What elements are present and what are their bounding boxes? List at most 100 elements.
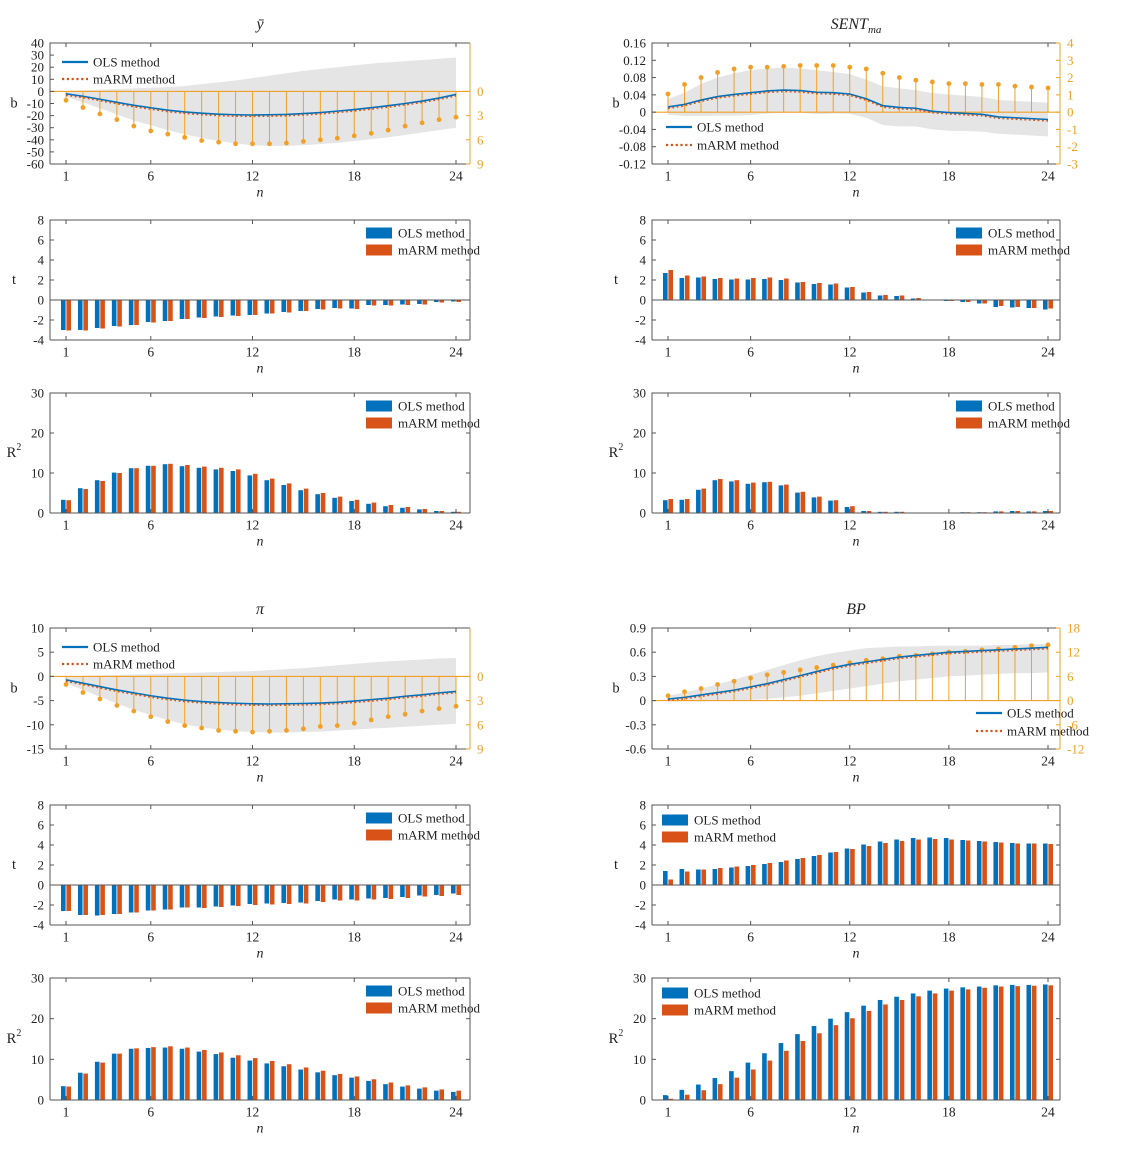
svg-text:OLS method: OLS method	[1007, 706, 1074, 721]
svg-text:mARM method: mARM method	[398, 828, 480, 843]
svg-text:OLS method: OLS method	[398, 984, 465, 999]
svg-text:6: 6	[640, 233, 647, 248]
svg-text:-2: -2	[635, 313, 646, 328]
panel-title-pi: π	[255, 601, 264, 618]
ols-bars	[663, 984, 1048, 1100]
svg-text:n: n	[853, 771, 860, 786]
marm-line	[65, 94, 457, 118]
panel-title-ybar: ȳ	[256, 16, 264, 33]
svg-text:4: 4	[1067, 36, 1074, 51]
svg-text:n: n	[853, 1122, 860, 1137]
chart-pi-b: 1 6 12 18 24 n 10 5 0 -5 -10 -15 0 3 6 9 b OLS method mARM…	[10, 621, 484, 786]
stem-series	[63, 676, 459, 735]
svg-text:1: 1	[63, 930, 70, 945]
ols-line	[65, 679, 457, 705]
svg-text:6: 6	[747, 754, 754, 769]
svg-text:10: 10	[31, 621, 44, 636]
svg-text:0: 0	[477, 669, 484, 684]
chart-sent_ma-r2: 1 6 12 18 24 n 30 20 10 0 R2 OLS method mARM method	[609, 386, 1071, 550]
svg-text:18: 18	[348, 754, 362, 769]
svg-text:t: t	[12, 857, 16, 873]
svg-text:30: 30	[633, 386, 646, 401]
ols-bars	[61, 1047, 456, 1100]
svg-text:1: 1	[1067, 87, 1074, 102]
svg-text:12: 12	[246, 518, 260, 533]
svg-text:R2: R2	[609, 1028, 624, 1048]
svg-text:1: 1	[665, 345, 672, 360]
svg-text:1: 1	[63, 754, 70, 769]
svg-text:0.04: 0.04	[623, 87, 646, 102]
svg-text:mARM method: mARM method	[988, 243, 1070, 258]
svg-text:6: 6	[640, 818, 647, 833]
svg-text:6: 6	[147, 1105, 154, 1120]
svg-text:18: 18	[942, 345, 956, 360]
svg-text:2: 2	[640, 273, 647, 288]
svg-text:n: n	[853, 947, 860, 962]
svg-text:12: 12	[1067, 645, 1080, 660]
svg-text:24: 24	[449, 169, 463, 184]
marm-bars	[668, 985, 1053, 1100]
ols-bars	[663, 480, 1048, 513]
marm-bars	[66, 300, 461, 331]
svg-text:t: t	[614, 857, 618, 873]
svg-text:12: 12	[843, 345, 857, 360]
svg-text:6: 6	[147, 518, 154, 533]
svg-text:-4: -4	[635, 918, 646, 933]
chart-bp-b: 1 6 12 18 24 n 0.9 0.6 0.3 0 -0.3 -0.6 18 12 6 0 -6 -12 b O…	[612, 621, 1089, 786]
panel-title-sent: SENTma	[830, 16, 882, 36]
svg-text:12: 12	[843, 754, 857, 769]
svg-text:R2: R2	[7, 1028, 22, 1048]
svg-text:24: 24	[449, 518, 463, 533]
svg-text:10: 10	[633, 1052, 646, 1067]
svg-text:0: 0	[1067, 693, 1074, 708]
svg-text:24: 24	[1041, 169, 1055, 184]
svg-text:2: 2	[1067, 70, 1074, 85]
chart-pi-r2: 1 6 12 18 24 n 30 20 10 0 R2 OLS method mARM method	[7, 971, 481, 1137]
svg-text:-50: -50	[27, 144, 44, 159]
chart-ybar-r2: 1 6 12 18 24 n 30 20 10 0 R2 OLS method mARM method	[7, 386, 481, 550]
svg-text:-10: -10	[27, 96, 44, 111]
svg-text:mARM method: mARM method	[398, 1001, 480, 1016]
svg-text:-40: -40	[27, 132, 44, 147]
svg-text:-2: -2	[33, 898, 44, 913]
svg-text:18: 18	[942, 169, 956, 184]
chart-bp-t: 1 6 12 18 24 n 8 6 4 2 0 -2 -4 t OLS method mARM method	[614, 798, 1061, 962]
confidence-band	[668, 67, 1048, 137]
svg-text:20: 20	[31, 60, 44, 75]
svg-text:n: n	[853, 186, 860, 201]
svg-text:R2: R2	[609, 442, 624, 462]
svg-text:40: 40	[31, 36, 44, 51]
svg-text:t: t	[614, 272, 618, 288]
svg-text:t: t	[12, 272, 16, 288]
svg-text:-5: -5	[33, 693, 44, 708]
svg-text:0.16: 0.16	[623, 36, 646, 51]
svg-text:OLS method: OLS method	[93, 640, 160, 655]
svg-text:0.3: 0.3	[630, 669, 646, 684]
svg-text:mARM method: mARM method	[398, 243, 480, 258]
svg-text:1: 1	[63, 1105, 70, 1120]
svg-text:6: 6	[147, 930, 154, 945]
svg-text:mARM method: mARM method	[697, 138, 779, 153]
svg-text:24: 24	[449, 345, 463, 360]
svg-text:1: 1	[665, 1105, 672, 1120]
svg-text:-10: -10	[27, 717, 44, 732]
svg-text:24: 24	[1041, 518, 1055, 533]
svg-text:24: 24	[449, 754, 463, 769]
svg-text:30: 30	[633, 971, 646, 986]
svg-text:10: 10	[31, 466, 44, 481]
svg-text:24: 24	[1041, 930, 1055, 945]
svg-text:3: 3	[1067, 53, 1074, 68]
svg-text:18: 18	[942, 518, 956, 533]
svg-text:-4: -4	[33, 918, 44, 933]
svg-text:12: 12	[843, 1105, 857, 1120]
svg-text:4: 4	[38, 838, 45, 853]
svg-text:18: 18	[942, 754, 956, 769]
svg-text:OLS method: OLS method	[694, 986, 761, 1001]
marm-bars	[668, 839, 1053, 885]
svg-text:12: 12	[246, 169, 260, 184]
svg-text:6: 6	[747, 345, 754, 360]
svg-text:mARM method: mARM method	[694, 830, 776, 845]
svg-text:1: 1	[63, 345, 70, 360]
svg-text:10: 10	[31, 1052, 44, 1067]
